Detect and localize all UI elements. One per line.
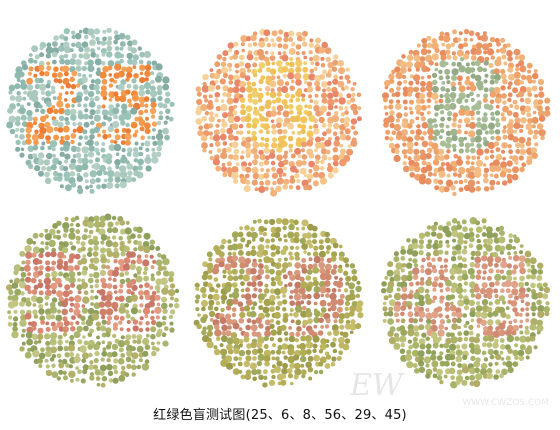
color-blindness-plates bbox=[6, 27, 551, 389]
plate-6 bbox=[195, 28, 362, 197]
caption: 红绿色盲测试图(25、6、8、56、29、45) bbox=[153, 408, 407, 423]
plate-8 bbox=[382, 28, 551, 197]
plate-45 bbox=[381, 217, 551, 389]
plate-25 bbox=[6, 27, 175, 195]
plate-56 bbox=[6, 213, 180, 388]
plate-29 bbox=[193, 217, 364, 388]
